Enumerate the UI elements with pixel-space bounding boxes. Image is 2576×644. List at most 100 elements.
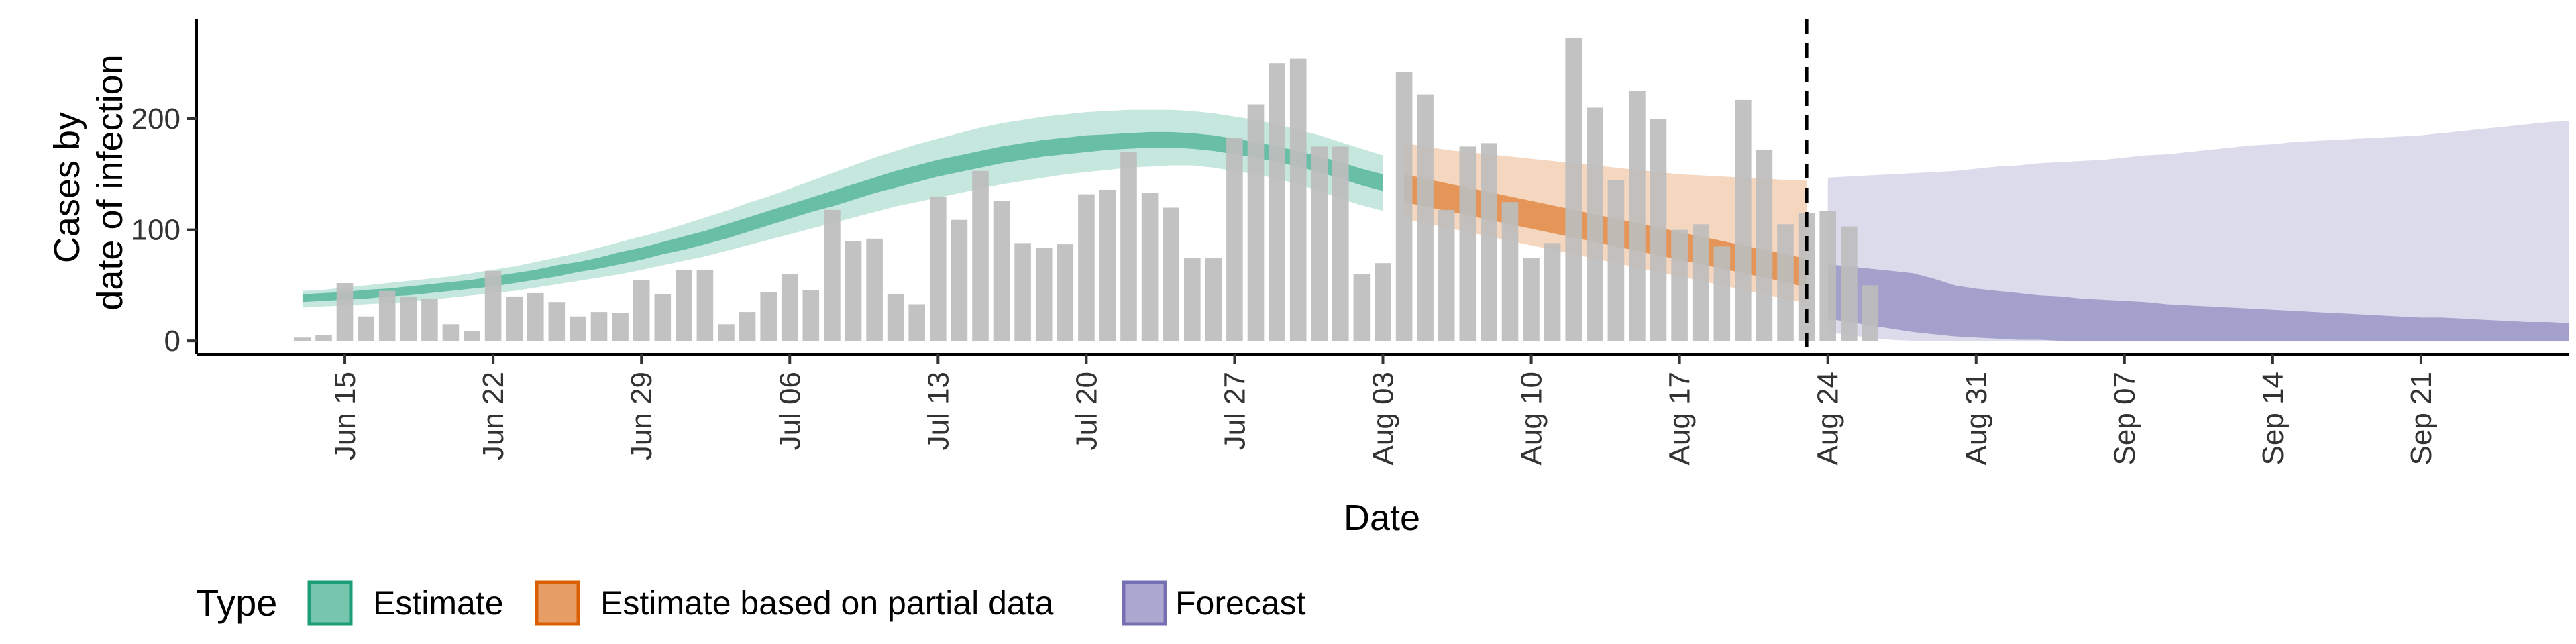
case-bar: [315, 335, 332, 341]
case-bar: [1565, 38, 1582, 341]
case-bar: [1671, 229, 1688, 341]
case-bar: [1099, 190, 1116, 341]
case-bar: [527, 292, 544, 341]
x-tick-label: Sep 07: [2108, 372, 2141, 465]
case-bar: [1735, 99, 1752, 341]
case-bar: [484, 270, 502, 341]
case-bar: [442, 324, 460, 341]
x-tick-label: Sep 14: [2257, 372, 2290, 465]
case-bar: [760, 292, 777, 341]
case-bar: [1713, 246, 1731, 341]
case-bar: [718, 324, 735, 341]
case-bar: [336, 283, 354, 341]
x-tick-label: Aug 17: [1664, 372, 1697, 465]
case-bar: [633, 280, 650, 341]
case-bar: [676, 270, 692, 341]
estimate-outer-band: [302, 109, 1383, 308]
case-bar: [1078, 194, 1095, 341]
case-bar: [1417, 94, 1434, 341]
case-bar: [781, 274, 798, 341]
case-bar: [400, 296, 417, 341]
x-axis-ticks: Jun 15 Jun 22 Jun 29 Jul 06 Jul 13 Jul 20 Jul …: [329, 354, 2438, 465]
case-bar: [866, 238, 883, 341]
legend-title: Type: [196, 582, 277, 624]
case-bar: [612, 313, 629, 341]
x-tick-label: Jul 20: [1070, 372, 1103, 450]
case-bar: [1501, 202, 1519, 341]
legend-label-forecast: Forecast: [1175, 584, 1306, 622]
case-bar: [378, 290, 396, 341]
case-bar: [824, 209, 841, 341]
case-bar: [1163, 207, 1179, 341]
case-bar: [1544, 243, 1561, 341]
case-bar: [1205, 258, 1222, 341]
case-bar: [570, 316, 586, 341]
x-tick-label: Jun 15: [329, 372, 362, 460]
case-bar: [1035, 248, 1053, 341]
case-bar: [802, 290, 820, 341]
case-bar: [1650, 119, 1667, 341]
case-bar: [506, 296, 523, 341]
case-bar: [590, 312, 608, 341]
legend-label-estimate: Estimate: [373, 584, 504, 622]
y-axis-ticks: 0 100 200: [131, 103, 197, 358]
x-tick-label: Aug 24: [1812, 372, 1845, 465]
case-bar: [908, 304, 925, 341]
case-bar: [1777, 224, 1794, 341]
legend: Type Estimate Estimate based on partial d…: [196, 580, 1306, 626]
y-axis-title-line-1: Cases by: [47, 112, 87, 263]
forecast-outer-band: [1827, 121, 2569, 341]
case-bar: [1841, 226, 1858, 341]
case-bar: [548, 302, 566, 341]
case-bar: [1629, 91, 1646, 341]
legend-key-estimate-based-on-partial-data: [535, 580, 580, 626]
legend-key-forecast: [1122, 580, 1167, 626]
y-axis-title-line-2: date of infection: [90, 54, 130, 310]
case-bar: [696, 270, 714, 341]
case-bar: [887, 294, 904, 341]
case-bar: [1587, 107, 1603, 341]
x-tick-label: Jul 27: [1218, 372, 1251, 450]
case-bars: [294, 38, 1879, 341]
case-bar: [930, 196, 947, 341]
case-bar: [1184, 258, 1201, 341]
case-bar: [1692, 224, 1709, 341]
legend-key-estimate: [307, 580, 353, 626]
case-bar: [1226, 138, 1243, 341]
case-bar: [993, 201, 1010, 341]
case-bar: [1523, 258, 1540, 341]
case-bar: [1459, 146, 1477, 341]
case-bar: [1247, 104, 1265, 341]
forecast-inner-band: [1827, 264, 2569, 341]
y-tick-label: 0: [164, 325, 180, 358]
case-bar: [1311, 146, 1328, 341]
x-axis-title: Date: [1344, 498, 1420, 538]
case-bar: [1438, 209, 1455, 341]
case-bar: [1269, 63, 1285, 341]
case-bar: [654, 294, 672, 341]
y-axis-title: Cases by date of infection: [47, 54, 130, 310]
case-bar: [1395, 72, 1413, 341]
case-bar: [1014, 243, 1031, 341]
case-bar: [1607, 180, 1625, 341]
x-tick-label: Jun 22: [477, 372, 510, 460]
case-bar: [1375, 263, 1391, 341]
case-bar: [1141, 193, 1159, 341]
x-tick-label: Sep 21: [2405, 372, 2438, 465]
case-bar: [1756, 150, 1773, 341]
case-bar: [845, 241, 862, 341]
case-bar: [1120, 152, 1137, 341]
case-bar: [421, 299, 438, 341]
y-tick-label: 200: [131, 103, 180, 136]
x-tick-label: Aug 31: [1960, 372, 1993, 465]
x-tick-label: Jul 13: [922, 372, 955, 450]
x-tick-label: Jul 06: [773, 372, 806, 450]
case-bar: [1332, 146, 1349, 341]
legend-label-estimate-based-on-partial-data: Estimate based on partial data: [600, 584, 1054, 622]
case-bar: [739, 312, 756, 341]
case-bar: [1057, 244, 1074, 341]
case-bar: [1353, 274, 1371, 341]
case-bar: [294, 337, 311, 341]
case-bar: [972, 170, 989, 341]
